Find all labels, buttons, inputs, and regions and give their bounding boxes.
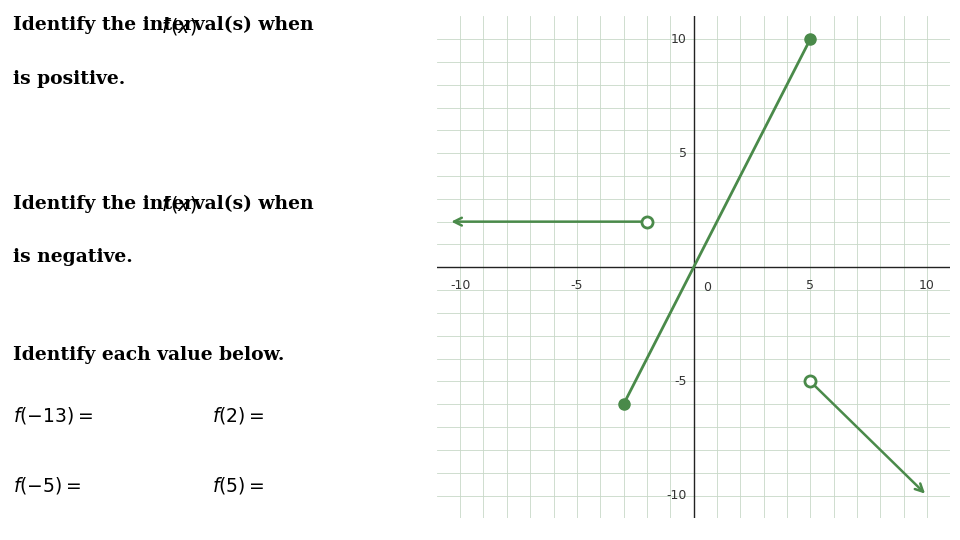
Text: $f\,(x)$: $f\,(x)$ xyxy=(161,194,197,215)
Text: $f(-13) =$: $f(-13) =$ xyxy=(13,405,93,426)
Text: $f\,(x)$: $f\,(x)$ xyxy=(161,16,197,37)
Text: -10: -10 xyxy=(450,279,470,292)
Text: $f(5) =$: $f(5) =$ xyxy=(212,475,265,496)
Text: 5: 5 xyxy=(679,147,686,160)
Text: is positive.: is positive. xyxy=(13,70,126,88)
Text: Identify each value below.: Identify each value below. xyxy=(13,346,284,363)
Text: is negative.: is negative. xyxy=(13,248,133,266)
Text: 10: 10 xyxy=(919,279,935,292)
Text: Identify the interval(s) when: Identify the interval(s) when xyxy=(13,194,321,213)
Text: -10: -10 xyxy=(666,489,686,502)
Text: -5: -5 xyxy=(570,279,583,292)
Text: 0: 0 xyxy=(703,281,711,294)
Text: 10: 10 xyxy=(671,32,686,45)
Text: Identify the interval(s) when: Identify the interval(s) when xyxy=(13,16,321,35)
Text: $f(-5) =$: $f(-5) =$ xyxy=(13,475,82,496)
Text: $f(2) =$: $f(2) =$ xyxy=(212,405,265,426)
Text: -5: -5 xyxy=(674,375,686,388)
Text: 5: 5 xyxy=(806,279,814,292)
